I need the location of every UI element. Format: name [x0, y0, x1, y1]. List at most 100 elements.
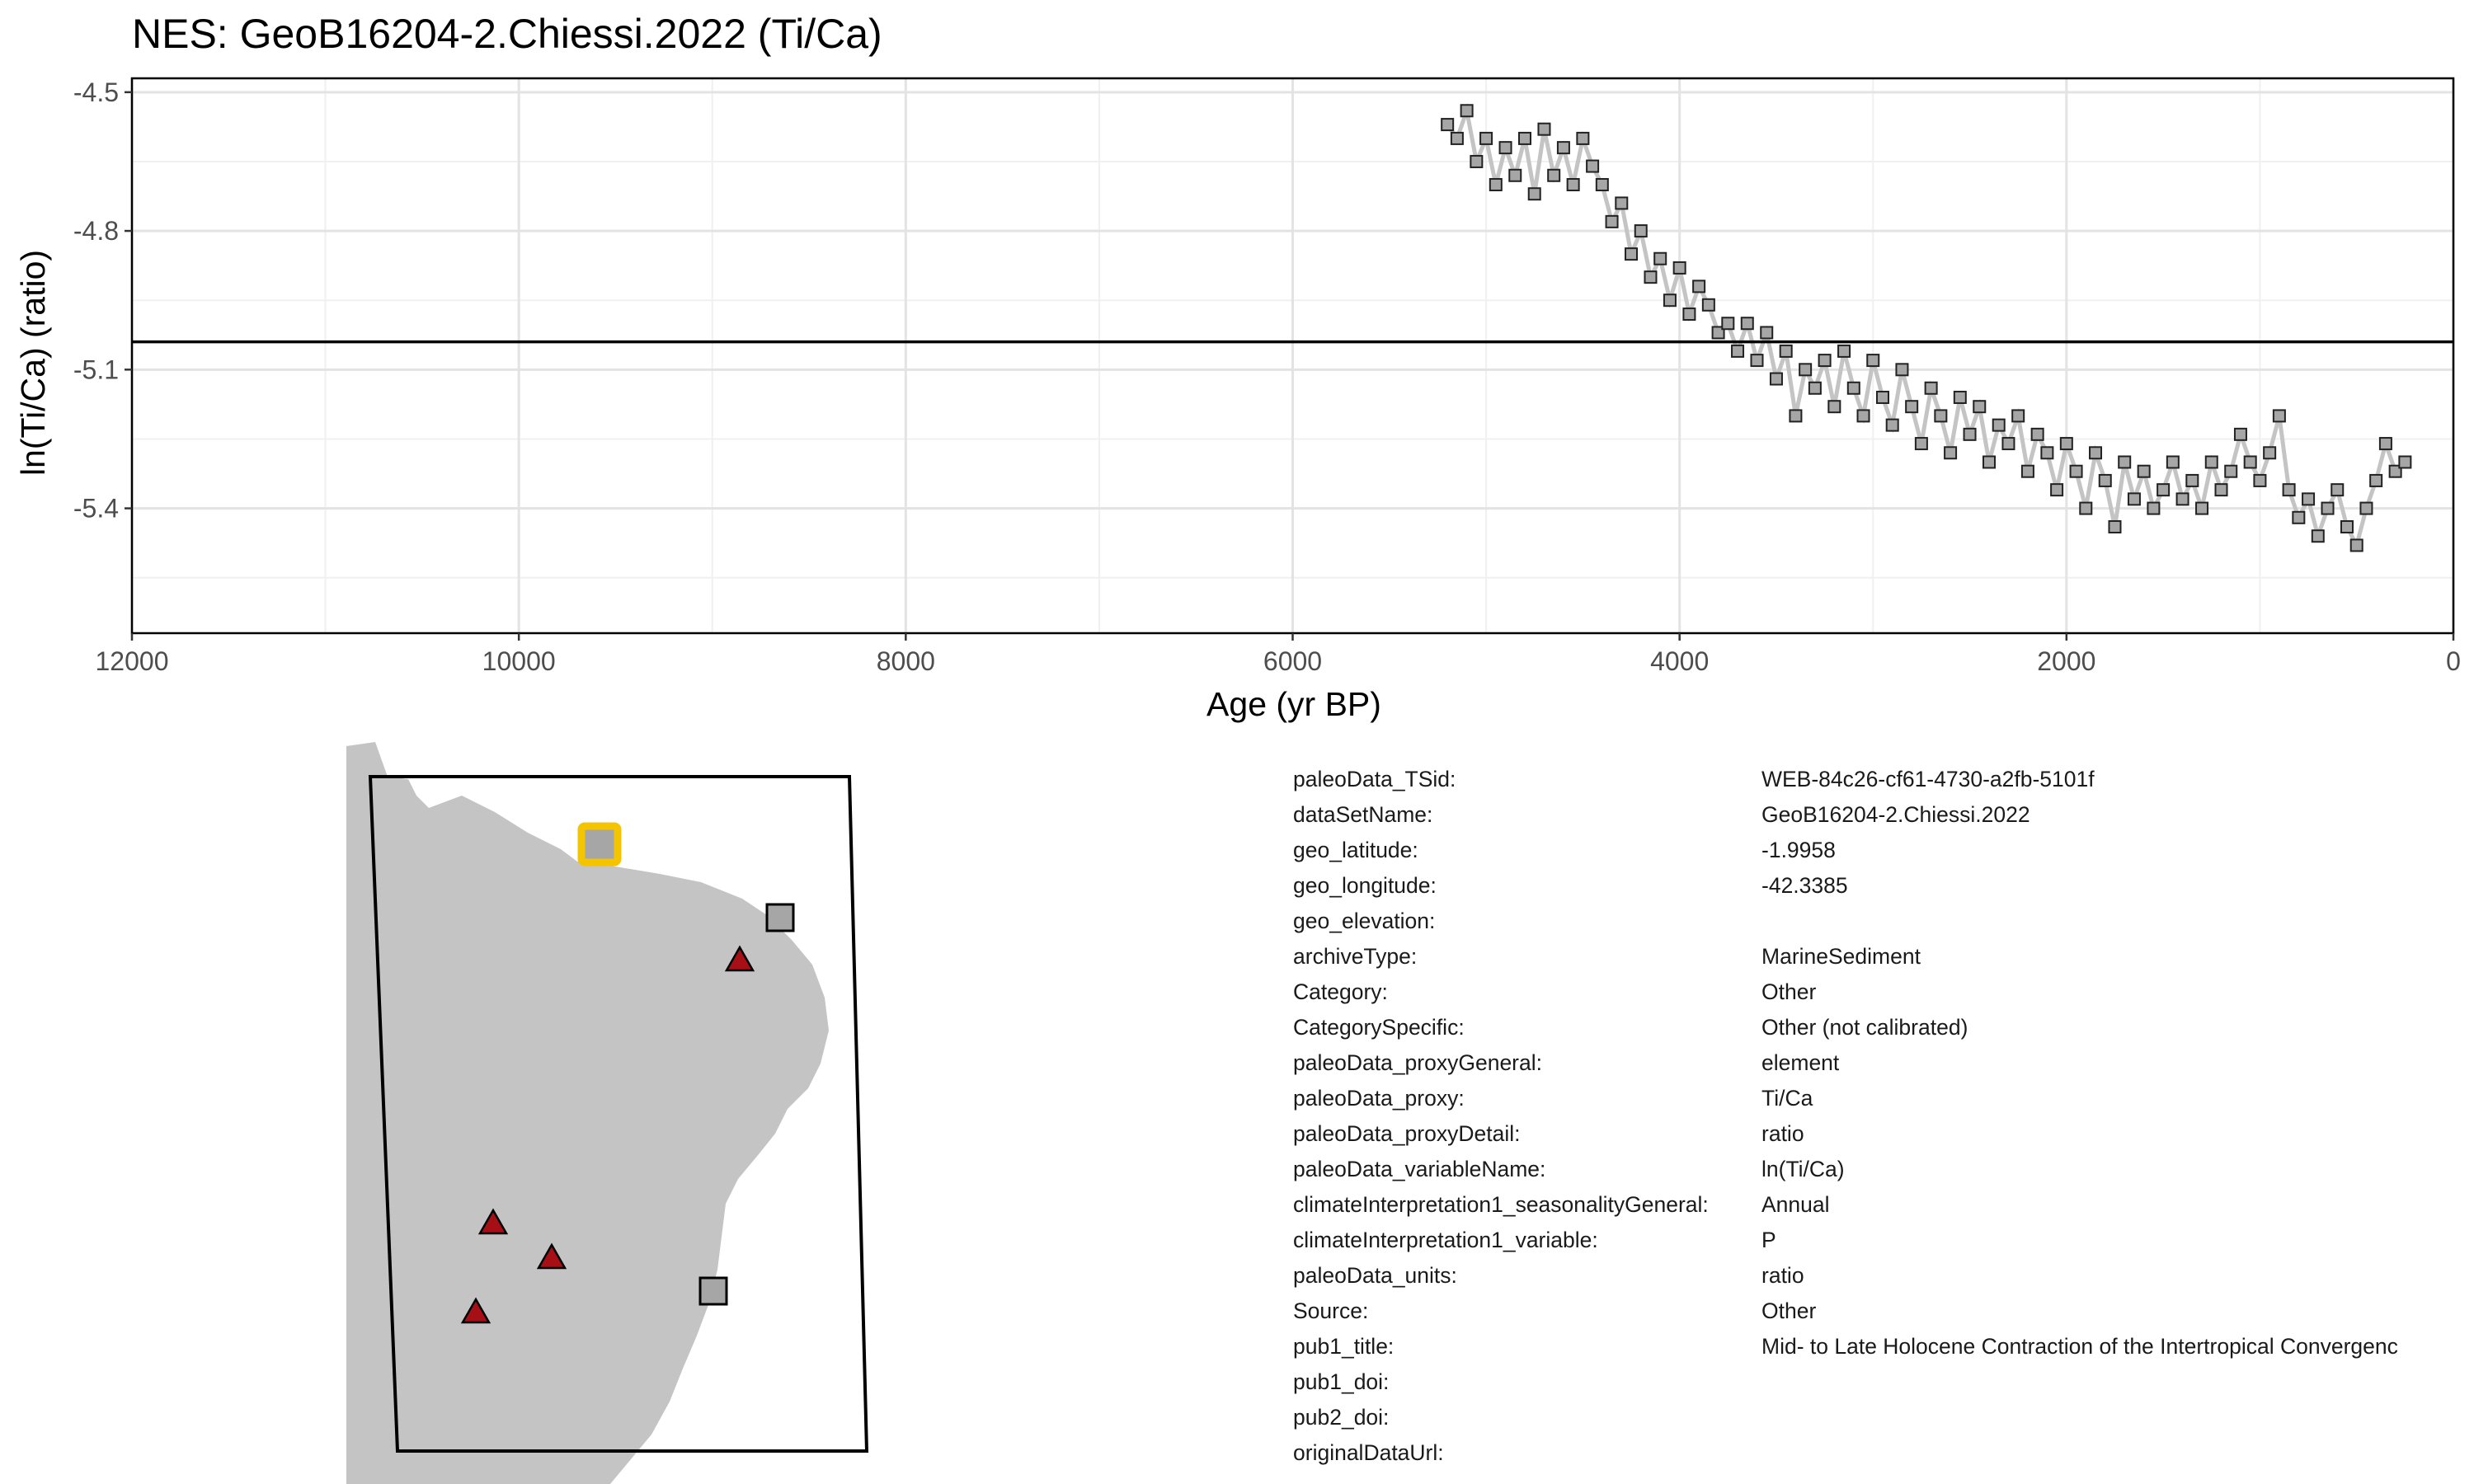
- metadata-key: geo_elevation:: [1293, 909, 1436, 933]
- metadata-value: ln(Ti/Ca): [1761, 1157, 1845, 1181]
- time-series-chart: NES: GeoB16204-2.Chiessi.2022 (Ti/Ca) 12…: [14, 11, 2461, 723]
- metadata-value: Mid- to Late Holocene Contraction of the…: [1761, 1334, 2398, 1359]
- data-point: [1527, 187, 1541, 201]
- data-point: [2079, 501, 2093, 515]
- data-point: [1692, 279, 1706, 294]
- data-point: [2098, 473, 2112, 487]
- data-point: [1644, 270, 1658, 284]
- data-point: [1615, 196, 1629, 210]
- metadata-key: paleoData_TSid:: [1293, 767, 1456, 791]
- data-point: [1827, 400, 1841, 414]
- data-point: [1576, 131, 1590, 145]
- data-point: [1625, 247, 1639, 261]
- x-tick-label: 4000: [1650, 646, 1709, 676]
- data-point: [1953, 390, 1967, 404]
- metadata-key: pub1_title:: [1293, 1334, 1395, 1359]
- y-axis-title: ln(Ti/Ca) (ratio): [14, 250, 52, 476]
- data-point: [1682, 308, 1696, 322]
- data-point: [2108, 520, 2122, 534]
- data-point: [1460, 104, 1474, 118]
- data-point: [1731, 344, 1745, 358]
- data-point: [2069, 464, 2083, 478]
- data-point: [1672, 261, 1686, 275]
- data-point: [2204, 455, 2218, 469]
- data-point: [1653, 251, 1667, 265]
- data-point: [1769, 372, 1783, 386]
- metadata-value: WEB-84c26-cf61-4730-a2fb-5101f: [1761, 767, 2095, 791]
- data-point: [1992, 418, 2006, 432]
- series-line: [1446, 102, 2407, 552]
- data-point: [2263, 446, 2277, 460]
- y-tick-label: -4.8: [73, 216, 119, 246]
- data-point: [1799, 363, 1813, 377]
- data-point: [1556, 141, 1570, 155]
- data-point: [1789, 409, 1803, 423]
- metadata-key: Category:: [1293, 979, 1388, 1004]
- data-point: [1944, 446, 1958, 460]
- data-point: [1441, 118, 1455, 132]
- metadata-value: -42.3385: [1761, 873, 1848, 898]
- data-point: [2282, 483, 2296, 497]
- data-point: [2253, 473, 2267, 487]
- metadata-key: climateInterpretation1_seasonalityGenera…: [1293, 1192, 1709, 1217]
- data-point: [2175, 492, 2189, 506]
- data-point: [2224, 464, 2238, 478]
- plot-area: 12000 10000 8000 6000 4000 2000 0 -4.5 -4.8 -5.1 -…: [73, 77, 2461, 676]
- data-point: [2243, 455, 2257, 469]
- metadata-value: MarineSediment: [1761, 944, 1921, 969]
- site-marker-triangle: [460, 1297, 492, 1324]
- data-point: [1595, 177, 1609, 191]
- data-point: [2011, 409, 2025, 423]
- data-point: [1973, 400, 1987, 414]
- site-marker-square: [698, 1276, 728, 1306]
- metadata-key: pub1_doi:: [1293, 1369, 1390, 1394]
- data-point: [1895, 363, 1909, 377]
- data-point: [2050, 483, 2064, 497]
- data-point: [2302, 492, 2316, 506]
- data-point: [1634, 224, 1648, 238]
- metadata-value: Other (not calibrated): [1761, 1015, 1968, 1040]
- data-point: [1537, 122, 1551, 136]
- data-point: [1846, 381, 1860, 395]
- data-point: [2059, 437, 2073, 451]
- metadata-value: ratio: [1761, 1263, 1804, 1288]
- data-point: [1498, 141, 1512, 155]
- site-marker-triangle: [477, 1208, 509, 1235]
- metadata-key: paleoData_units:: [1293, 1263, 1457, 1288]
- data-point: [1489, 177, 1503, 191]
- data-point: [2166, 455, 2180, 469]
- metadata-value: Ti/Ca: [1761, 1086, 1813, 1111]
- data-point: [1721, 317, 1735, 331]
- data-point: [1701, 298, 1715, 312]
- data-point: [1963, 427, 1977, 441]
- data-point: [1875, 390, 1889, 404]
- data-point: [2214, 483, 2228, 497]
- metadata-key: climateInterpretation1_variable:: [1293, 1228, 1598, 1252]
- data-point: [1470, 154, 1484, 168]
- data-point: [2272, 409, 2286, 423]
- data-point: [1924, 381, 1938, 395]
- x-tick-label: 12000: [96, 646, 169, 676]
- x-axis-title: Age (yr BP): [1206, 685, 1381, 723]
- metadata-key: originalDataUrl:: [1293, 1440, 1444, 1465]
- data-point: [1518, 131, 1531, 145]
- data-point: [2020, 464, 2034, 478]
- data-point: [1740, 317, 1754, 331]
- data-point: [2398, 455, 2412, 469]
- metadata-key: paleoData_proxy:: [1293, 1086, 1465, 1111]
- data-point: [2147, 501, 2161, 515]
- y-tick-label: -4.5: [73, 77, 119, 107]
- metadata-value: Other: [1761, 1298, 1817, 1323]
- data-point: [1605, 214, 1619, 228]
- data-point: [1866, 354, 1880, 368]
- data-point: [2321, 501, 2335, 515]
- data-point: [2089, 446, 2103, 460]
- data-point: [2331, 483, 2345, 497]
- site-marker-triangle: [724, 945, 755, 972]
- data-point: [1750, 354, 1764, 368]
- x-tick-label: 10000: [482, 646, 556, 676]
- data-point: [1566, 177, 1580, 191]
- data-point: [2040, 446, 2054, 460]
- metadata-value: element: [1761, 1050, 1840, 1075]
- data-point: [1808, 381, 1822, 395]
